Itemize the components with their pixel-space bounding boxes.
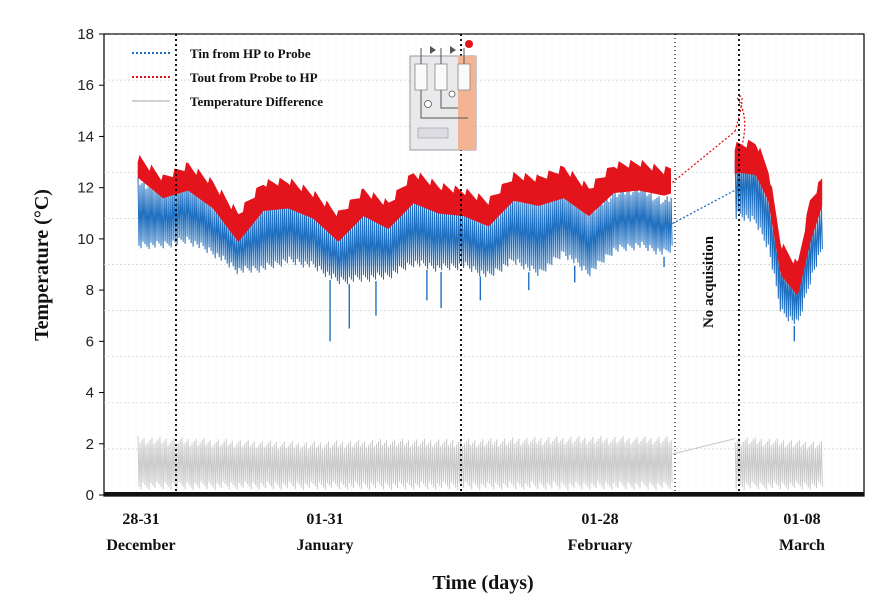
x-group-month-label: March	[779, 537, 825, 554]
x-group-range-label: 01-31	[306, 511, 343, 528]
y-tick-label: 16	[77, 77, 94, 94]
x-group-range-label: 28-31	[122, 511, 159, 528]
series-temperature-difference-gap	[672, 438, 736, 455]
y-tick-label: 12	[77, 180, 94, 197]
legend: Tin from HP to Probe Tout from Probe to …	[132, 46, 323, 109]
y-tick-label: 8	[86, 282, 94, 299]
legend-label-diff: Temperature Difference	[190, 94, 323, 109]
no-acquisition-annotation: No acquisition	[701, 235, 717, 328]
legend-label-tout: Tout from Probe to HP	[190, 70, 318, 85]
series-tout	[137, 154, 671, 242]
x-group-range-label: 01-08	[783, 511, 820, 528]
legend-label-tin: Tin from HP to Probe	[190, 46, 311, 61]
y-tick-label: 14	[77, 128, 94, 145]
y-tick-label: 6	[86, 333, 94, 350]
y-axis-title: Temperature (°C)	[31, 189, 53, 341]
y-axis: 0 2 4 6 8 10 12 14 16 18	[77, 26, 104, 504]
x-group-month-label: February	[568, 537, 633, 554]
series-tout-gap	[671, 130, 736, 184]
series-layer	[137, 95, 823, 490]
y-tick-label: 2	[86, 436, 94, 453]
x-group-range-label: 01-28	[581, 511, 618, 528]
x-axis-band	[104, 492, 864, 496]
x-group-month-label: January	[297, 537, 354, 554]
y-tick-label: 0	[86, 487, 94, 504]
x-axis-categories: 28-31 December 01-31 January 01-28 February 01…	[106, 511, 825, 554]
x-group-month-label: December	[106, 537, 175, 554]
series-tin	[137, 149, 823, 325]
y-tick-label: 10	[77, 231, 94, 248]
series-tout-spike	[734, 95, 746, 147]
series-tout-march	[734, 139, 823, 295]
y-tick-label: 4	[86, 385, 94, 402]
system-schematic-inset	[409, 40, 477, 151]
y-tick-label: 18	[77, 26, 94, 43]
series-temperature-difference	[137, 436, 823, 490]
x-axis-title: Time (days)	[432, 572, 533, 594]
